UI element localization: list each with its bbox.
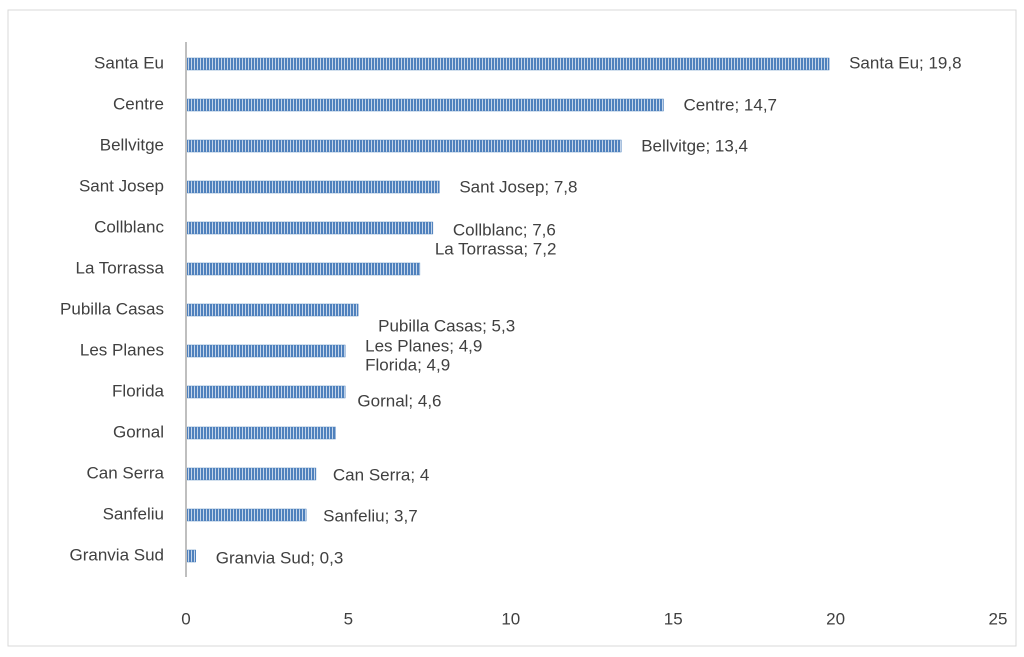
bar bbox=[185, 467, 317, 481]
data-label: Pubilla Casas; 5,3 bbox=[378, 316, 515, 335]
data-label: Collblanc; 7,6 bbox=[453, 220, 556, 239]
y-tick-label: Sanfeliu bbox=[103, 504, 164, 523]
y-tick-label: Santa Eu bbox=[94, 53, 164, 72]
y-tick-label: Granvia Sud bbox=[70, 545, 165, 564]
x-tick-label: 15 bbox=[664, 609, 683, 628]
x-tick-label: 0 bbox=[181, 609, 190, 628]
y-tick-label: Florida bbox=[112, 381, 165, 400]
data-label: Bellvitge; 13,4 bbox=[641, 136, 748, 155]
y-tick-label: Sant Josep bbox=[79, 176, 164, 195]
x-tick-label: 20 bbox=[826, 609, 845, 628]
data-label: Gornal; 4,6 bbox=[357, 391, 441, 410]
x-tick-label: 10 bbox=[501, 609, 520, 628]
data-label: Granvia Sud; 0,3 bbox=[216, 548, 344, 567]
data-label: La Torrassa; 7,2 bbox=[435, 239, 557, 258]
bar bbox=[185, 221, 434, 235]
bar bbox=[185, 98, 664, 112]
data-label: Florida; 4,9 bbox=[365, 355, 450, 374]
bar bbox=[185, 57, 830, 71]
data-label: Les Planes; 4,9 bbox=[365, 336, 482, 355]
data-label: Can Serra; 4 bbox=[333, 465, 429, 484]
data-label: Sanfeliu; 3,7 bbox=[323, 506, 418, 525]
data-label: Santa Eu; 19,8 bbox=[849, 53, 961, 72]
y-tick-label: Can Serra bbox=[87, 463, 165, 482]
bar bbox=[185, 139, 622, 153]
y-tick-label: Les Planes bbox=[80, 340, 164, 359]
chart-border bbox=[7, 9, 1017, 647]
bar bbox=[185, 508, 307, 522]
y-tick-label: Centre bbox=[113, 94, 164, 113]
bar bbox=[185, 426, 336, 440]
bar bbox=[185, 385, 346, 399]
bar bbox=[185, 549, 196, 563]
y-tick-label: Gornal bbox=[113, 422, 164, 441]
data-label: Sant Josep; 7,8 bbox=[459, 177, 577, 196]
y-tick-label: Bellvitge bbox=[100, 135, 164, 154]
y-tick-label: Collblanc bbox=[94, 217, 164, 236]
x-tick-label: 25 bbox=[989, 609, 1008, 628]
bar bbox=[185, 303, 359, 317]
y-tick-label: Pubilla Casas bbox=[60, 299, 164, 318]
data-label: Centre; 14,7 bbox=[683, 95, 777, 114]
bar bbox=[185, 180, 440, 194]
bar bbox=[185, 344, 346, 358]
x-tick-label: 5 bbox=[344, 609, 353, 628]
y-tick-label: La Torrassa bbox=[75, 258, 164, 277]
bar bbox=[185, 262, 421, 276]
